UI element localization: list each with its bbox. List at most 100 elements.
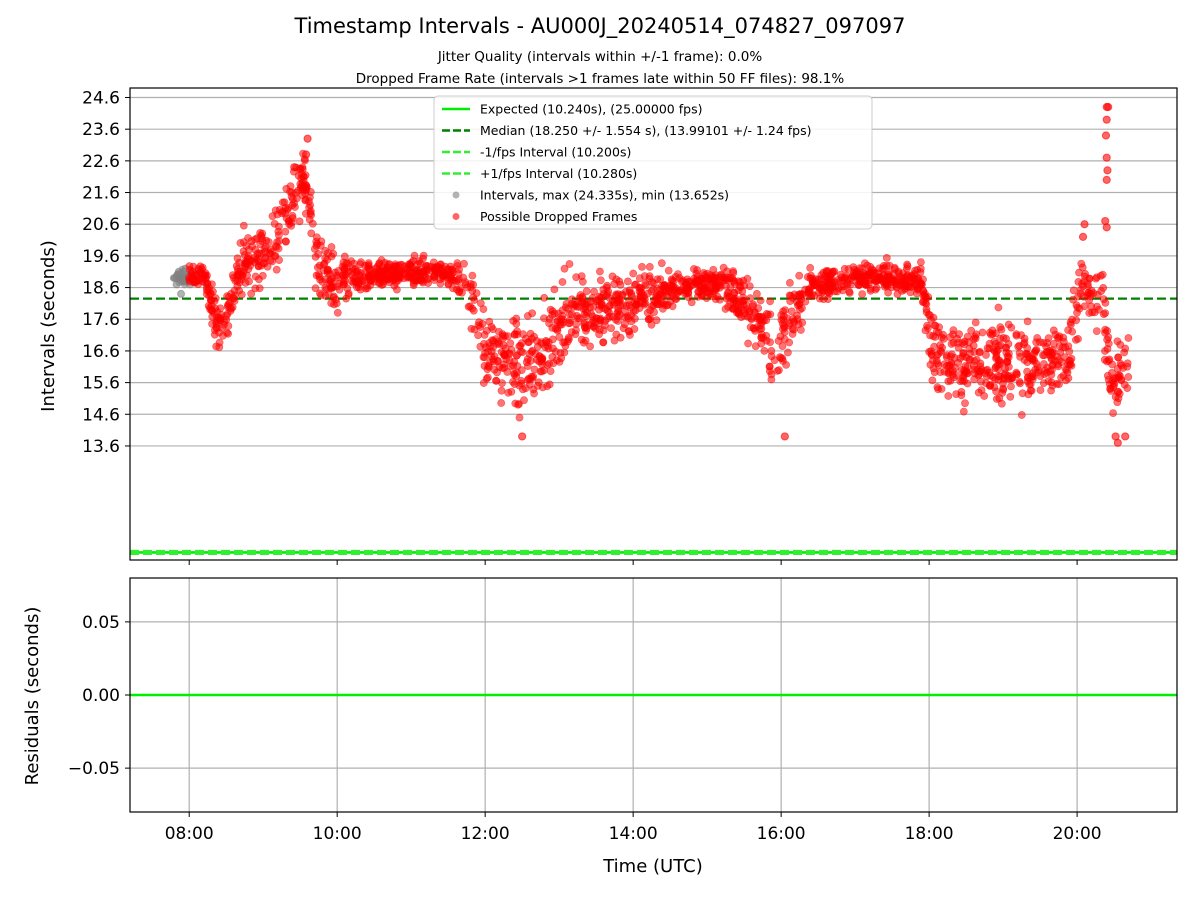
dropped-frame-point bbox=[996, 341, 1005, 350]
dropped-frame-point bbox=[983, 344, 992, 353]
dropped-frame-point bbox=[766, 297, 774, 306]
dropped-frame-point bbox=[503, 368, 512, 376]
dropped-frame-point bbox=[343, 284, 352, 293]
dropped-frame-point bbox=[1099, 283, 1108, 292]
dropped-frame-point bbox=[1102, 175, 1111, 184]
dropped-frame-point bbox=[960, 340, 969, 349]
dropped-frame-point bbox=[325, 280, 334, 288]
dropped-frame-point bbox=[603, 283, 611, 292]
dropped-frame-point bbox=[580, 310, 589, 319]
dropped-frame-point bbox=[928, 376, 937, 385]
dropped-frame-point bbox=[944, 392, 953, 400]
dropped-frame-point bbox=[959, 349, 968, 358]
dropped-frame-point bbox=[452, 277, 460, 286]
dropped-frame-point bbox=[836, 270, 845, 279]
dropped-frame-point bbox=[476, 323, 484, 331]
legend-box bbox=[433, 95, 873, 230]
dropped-frame-point bbox=[690, 265, 698, 273]
dropped-frame-point bbox=[930, 342, 939, 351]
dropped-frame-point bbox=[644, 289, 652, 298]
dropped-frame-point bbox=[208, 319, 216, 328]
dropped-frame-point bbox=[330, 300, 338, 309]
dropped-frame-point bbox=[937, 333, 946, 342]
dropped-frame-point bbox=[1047, 386, 1055, 395]
dropped-frame-point bbox=[267, 247, 276, 256]
dropped-frame-point bbox=[430, 273, 438, 281]
dropped-frame-point bbox=[1101, 347, 1109, 355]
dropped-frame-point bbox=[1110, 380, 1119, 389]
dropped-frame-point bbox=[975, 370, 984, 379]
dropped-frame-point bbox=[781, 306, 789, 314]
dropped-frame-point bbox=[454, 269, 463, 278]
dropped-frame-point bbox=[1102, 115, 1111, 124]
dropped-frame-point bbox=[545, 319, 553, 328]
dropped-frame-point bbox=[1080, 277, 1088, 286]
dropped-frame-point bbox=[280, 198, 289, 207]
dropped-frame-point bbox=[603, 290, 612, 298]
dropped-frame-point bbox=[1123, 384, 1132, 392]
dropped-frame-point bbox=[793, 298, 801, 306]
dropped-frame-point bbox=[566, 316, 574, 325]
top-y-tick-label: 17.6 bbox=[82, 310, 120, 330]
dropped-frame-point bbox=[1109, 409, 1117, 417]
dropped-frame-point bbox=[518, 432, 527, 441]
dropped-frame-point bbox=[961, 367, 970, 376]
dropped-frame-point bbox=[290, 203, 299, 211]
dropped-frame-point bbox=[806, 263, 815, 272]
dropped-frame-point bbox=[433, 262, 442, 271]
dropped-frame-point bbox=[795, 271, 804, 280]
dropped-frame-point bbox=[599, 338, 608, 347]
dropped-frame-point bbox=[479, 353, 488, 361]
dropped-frame-point bbox=[1036, 372, 1045, 380]
dropped-frame-point bbox=[753, 289, 761, 298]
dropped-frame-point bbox=[536, 367, 545, 376]
dropped-frame-point bbox=[578, 292, 587, 301]
dropped-frame-point bbox=[1061, 343, 1070, 352]
dropped-frame-point bbox=[723, 273, 731, 282]
dropped-frame-point bbox=[612, 275, 621, 284]
dropped-frame-point bbox=[620, 320, 629, 329]
dropped-frame-point bbox=[951, 363, 959, 372]
top-y-tick-label: 22.6 bbox=[82, 152, 120, 172]
dropped-frame-point bbox=[607, 324, 615, 333]
dropped-frame-point bbox=[1057, 373, 1065, 382]
dropped-frame-point bbox=[586, 342, 594, 351]
dropped-frame-point bbox=[500, 351, 509, 360]
dropped-frame-point bbox=[1023, 317, 1032, 326]
dropped-frame-point bbox=[1017, 331, 1026, 339]
dropped-frame-point bbox=[803, 273, 812, 281]
dropped-frame-point bbox=[540, 314, 548, 323]
dropped-frame-point bbox=[391, 262, 399, 271]
dropped-frame-point bbox=[317, 237, 326, 246]
dropped-frame-point bbox=[419, 254, 427, 263]
dropped-frame-point bbox=[586, 303, 594, 312]
top-y-axis-label: Intervals (seconds) bbox=[38, 240, 59, 412]
dropped-frame-point bbox=[504, 388, 513, 397]
dropped-frame-point bbox=[997, 325, 1006, 334]
dropped-frame-point bbox=[469, 306, 478, 315]
x-tick-label: 12:00 bbox=[461, 824, 510, 844]
dropped-frame-point bbox=[814, 275, 823, 284]
dropped-frame-point bbox=[301, 171, 310, 180]
dropped-frame-point bbox=[801, 297, 810, 306]
dropped-frame-point bbox=[581, 323, 589, 332]
dropped-frame-point bbox=[1121, 432, 1130, 441]
dropped-frame-point bbox=[224, 322, 233, 330]
dropped-frame-point bbox=[497, 386, 506, 395]
dropped-frame-point bbox=[756, 296, 765, 305]
dropped-frame-point bbox=[594, 297, 603, 306]
dropped-frame-point bbox=[957, 391, 966, 400]
dropped-frame-point bbox=[391, 274, 399, 283]
dropped-frame-point bbox=[930, 368, 939, 377]
dropped-frame-point bbox=[528, 334, 536, 343]
dropped-frame-point bbox=[934, 385, 942, 394]
dropped-frame-point bbox=[453, 262, 462, 270]
dropped-frame-point bbox=[971, 318, 980, 327]
dropped-frame-point bbox=[1108, 368, 1116, 377]
dropped-frame-point bbox=[653, 275, 662, 284]
dropped-frame-point bbox=[1006, 392, 1015, 401]
dropped-frame-point bbox=[646, 314, 655, 323]
dropped-frame-point bbox=[893, 290, 902, 299]
dropped-frame-point bbox=[858, 290, 867, 298]
